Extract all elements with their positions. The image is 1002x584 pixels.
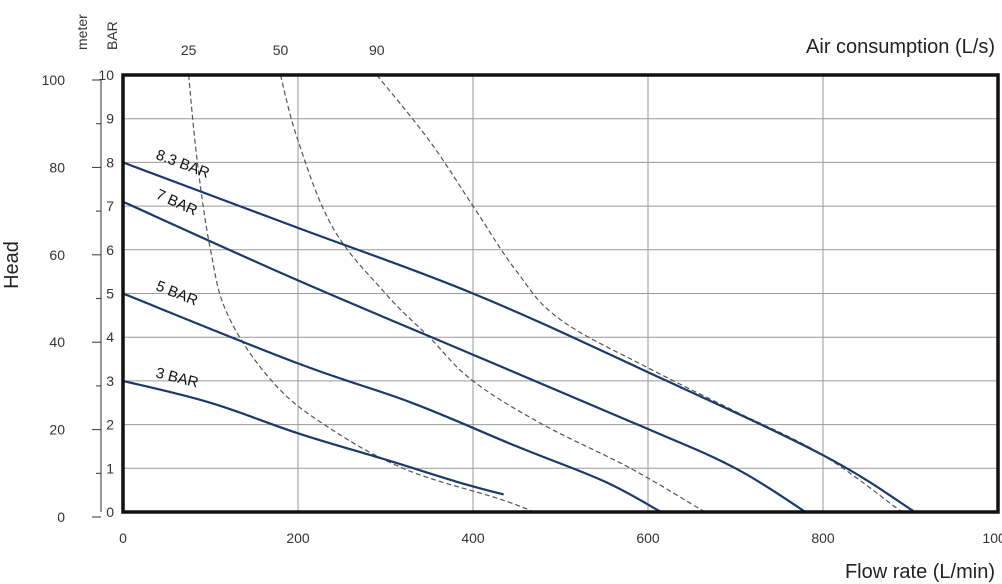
grid [123, 75, 998, 512]
air-curve-25 [188, 74, 535, 513]
x-tick-label-200: 200 [286, 530, 310, 546]
air-consumption-curves: 25 50 90 [181, 42, 903, 513]
bar-tick-label-3: 3 [106, 373, 114, 389]
axis-ticks: 0200400600800100002040608010001234567891… [42, 67, 1002, 546]
air-curve-label-25: 25 [181, 42, 197, 58]
x-tick-label-800: 800 [811, 530, 835, 546]
bar-tick-label-10: 10 [98, 67, 114, 83]
pressure-curve-label-3-bar: 3 BAR [154, 364, 200, 391]
x-tick-label-0: 0 [119, 530, 127, 546]
bar-tick-label-6: 6 [106, 242, 114, 258]
pressure-curve-label-5-bar: 5 BAR [154, 278, 201, 310]
air-curve-label-90: 90 [369, 42, 385, 58]
bar-tick-label-0: 0 [106, 504, 114, 520]
bar-tick-label-8: 8 [106, 154, 114, 170]
plot-frame [121, 73, 1000, 514]
pressure-curve-label-7-bar: 7 BAR [153, 186, 200, 219]
pressure-curve-5-bar [122, 292, 662, 513]
air-curve-label-50: 50 [273, 42, 289, 58]
y-unit-meter: meter [74, 14, 90, 50]
meter-tick-label-20: 20 [49, 422, 65, 438]
meter-tick-label-60: 60 [49, 247, 65, 263]
meter-tick-label-80: 80 [49, 159, 65, 175]
bar-tick-label-2: 2 [106, 417, 114, 433]
air-curve-90 [376, 74, 903, 513]
top-axis-title: Air consumption (L/s) [806, 36, 995, 58]
meter-tick-label-40: 40 [49, 334, 65, 350]
bar-tick-label-1: 1 [106, 460, 114, 476]
bar-tick-label-9: 9 [106, 111, 114, 127]
pressure-curve-3-bar [122, 379, 504, 496]
x-tick-label-400: 400 [461, 530, 485, 546]
pressure-curve-7-bar [122, 200, 807, 513]
bar-tick-label-5: 5 [106, 286, 114, 302]
y-axis-title: Head [1, 241, 23, 289]
pressure-curve-8-3-bar [122, 161, 916, 513]
meter-tick-label-100: 100 [42, 72, 66, 88]
y-unit-bar: BAR [104, 21, 120, 50]
x-tick-label-600: 600 [636, 530, 660, 546]
x-axis-title: Flow rate (L/min) [845, 561, 995, 583]
plot-border [121, 73, 1000, 514]
meter-tick-label-0: 0 [57, 509, 65, 525]
bar-tick-label-7: 7 [106, 198, 114, 214]
bar-tick-label-4: 4 [106, 329, 114, 345]
